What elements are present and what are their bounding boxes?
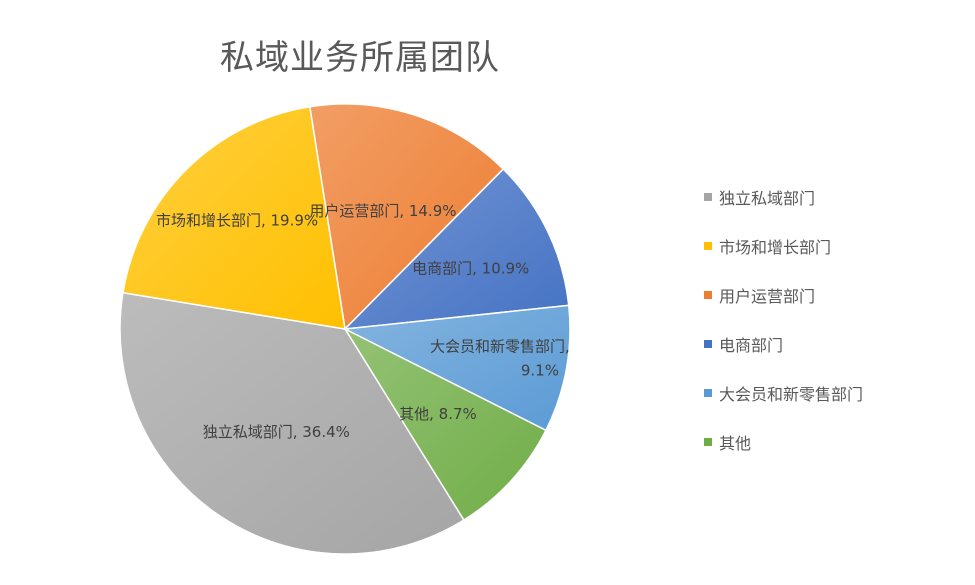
pie-slice-1 — [119, 291, 465, 555]
legend-swatch-6 — [704, 437, 712, 446]
legend: 独立私域部门 市场和增长部门 用户运营部门 电商部门大会员和新零售部门 其他 — [704, 172, 863, 466]
pie-slice-5 — [342, 304, 571, 432]
legend-label-6: 其他 — [719, 433, 752, 453]
pie-slice-3 — [308, 103, 505, 331]
legend-swatch-3 — [704, 290, 712, 299]
legend-label-2: 市场和增长部门 — [719, 237, 832, 257]
legend-swatch-1 — [704, 192, 712, 201]
data-label-2: 市场和增长部门, 19.9% — [156, 212, 318, 230]
legend-swatch-2 — [704, 241, 712, 250]
legend-item-6: 其他 — [704, 417, 863, 466]
legend-item-1: 独立私域部门 — [704, 172, 863, 221]
legend-label-1: 独立私域部门 — [719, 188, 816, 208]
legend-label-4: 电商部门 — [719, 335, 784, 355]
legend-item-3: 用户运营部门 — [704, 270, 863, 319]
legend-swatch-4 — [704, 339, 712, 348]
legend-item-5: 大会员和新零售部门 — [704, 368, 863, 417]
legend-label-3: 用户运营部门 — [719, 286, 816, 306]
data-label-3: 用户运营部门, 14.9% — [309, 202, 456, 220]
data-label-5: 大会员和新零售部门, 9.1% — [430, 337, 570, 379]
legend-item-4: 电商部门 — [704, 319, 863, 368]
chart-title: 私域业务所属团队 — [220, 38, 500, 78]
legend-item-2: 市场和增长部门 — [704, 221, 863, 270]
data-label-4: 电商部门, 10.9% — [412, 260, 529, 278]
pie-slice-4 — [342, 167, 570, 330]
data-label-6: 其他, 8.7% — [399, 405, 477, 423]
legend-swatch-5 — [704, 388, 712, 397]
pie-slice-6 — [342, 327, 547, 522]
legend-label-5: 大会员和新零售部门 — [719, 384, 864, 404]
pie-slice-2 — [122, 105, 346, 330]
data-label-1: 独立私域部门, 36.4% — [203, 423, 350, 441]
